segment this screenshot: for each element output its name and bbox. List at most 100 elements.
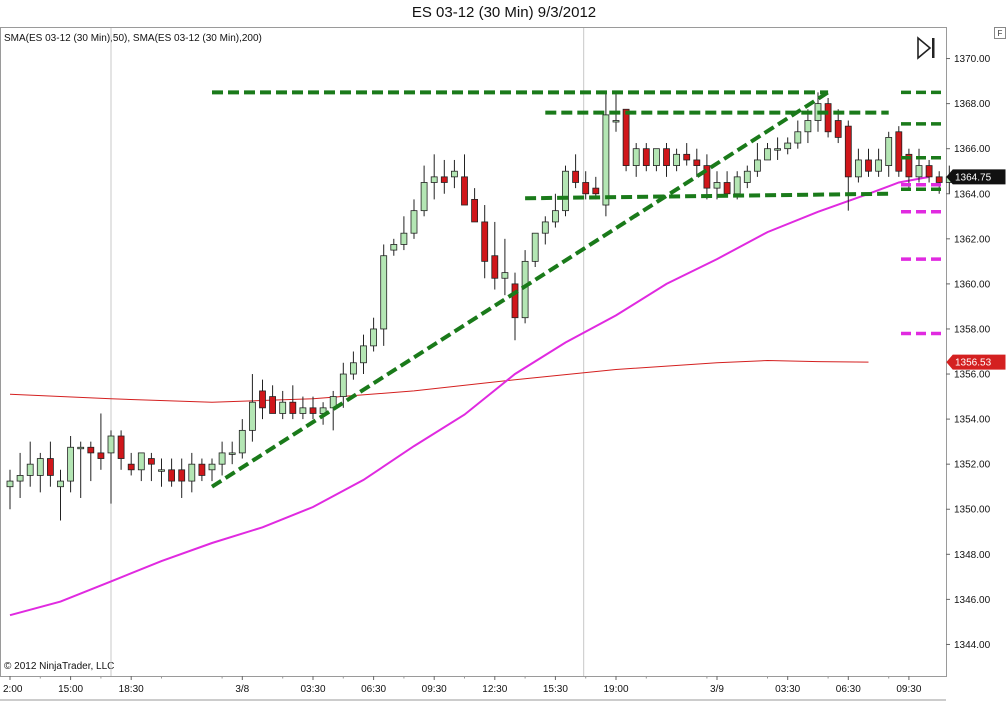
y-tick-label: 1348.00 bbox=[954, 550, 991, 561]
candle bbox=[653, 148, 660, 172]
candle-body bbox=[107, 435, 115, 454]
candle-body bbox=[834, 120, 842, 138]
gridlines bbox=[110, 27, 585, 676]
candle-body bbox=[562, 170, 569, 212]
candle bbox=[824, 97, 832, 138]
candle bbox=[693, 148, 701, 177]
candle bbox=[471, 188, 479, 223]
candle bbox=[420, 165, 428, 217]
x-tick-label: 15:30 bbox=[543, 684, 568, 695]
candle bbox=[57, 469, 64, 521]
candle-body bbox=[541, 221, 549, 234]
candle bbox=[461, 154, 468, 206]
candle-body bbox=[784, 142, 792, 150]
candle-body bbox=[77, 446, 85, 450]
x-axis: 2:00 15:00 18:30 3/8 03:30 06:30 09:30 12:30 15:… bbox=[3, 676, 922, 695]
y-tick-label: 1366.00 bbox=[954, 144, 991, 155]
sma50-line bbox=[9, 175, 930, 617]
candle bbox=[380, 244, 388, 346]
candle-body bbox=[632, 148, 640, 166]
candle-body bbox=[885, 137, 893, 166]
x-tick-label: 3/9 bbox=[710, 684, 724, 695]
candle bbox=[683, 143, 691, 166]
candle bbox=[794, 120, 802, 149]
x-tick-label: 2:00 bbox=[3, 684, 23, 695]
candle bbox=[178, 458, 186, 498]
candle-body bbox=[915, 165, 923, 178]
candle-body bbox=[410, 210, 418, 234]
candle-body bbox=[572, 170, 579, 183]
y-tick-label: 1350.00 bbox=[954, 505, 991, 516]
y-tick-label: 1358.00 bbox=[954, 324, 991, 335]
candle-body bbox=[208, 463, 216, 471]
candle-body bbox=[228, 452, 236, 455]
candle bbox=[158, 458, 165, 487]
x-tick-label: 06:30 bbox=[836, 684, 861, 695]
candle bbox=[6, 469, 14, 510]
candle bbox=[218, 441, 226, 476]
price-tag: 1356.53 bbox=[946, 354, 1006, 370]
candle-body bbox=[309, 407, 317, 414]
candle-body bbox=[47, 458, 54, 476]
candle-body bbox=[865, 159, 872, 172]
candle-body bbox=[450, 170, 458, 178]
y-tick-label: 1370.00 bbox=[954, 54, 991, 65]
candle-body bbox=[390, 244, 398, 251]
candle bbox=[238, 419, 246, 459]
candle bbox=[107, 430, 115, 504]
candle-body bbox=[531, 232, 539, 262]
candle bbox=[552, 193, 559, 228]
candle bbox=[26, 441, 34, 487]
candle bbox=[703, 154, 711, 200]
candle bbox=[875, 148, 882, 177]
candle bbox=[430, 154, 438, 200]
x-tick-label: 18:30 bbox=[119, 684, 144, 695]
candle-body bbox=[552, 210, 559, 223]
copyright-notice: © 2012 NinjaTrader, LLC bbox=[4, 661, 115, 672]
candle bbox=[622, 108, 630, 172]
candle bbox=[774, 137, 781, 160]
f-button[interactable]: F bbox=[994, 27, 1006, 39]
candle bbox=[865, 148, 872, 177]
candle bbox=[905, 148, 913, 189]
candle-body bbox=[743, 170, 751, 183]
candle-body bbox=[147, 458, 155, 465]
candle-body bbox=[612, 120, 620, 123]
trendline bbox=[525, 191, 889, 201]
candle bbox=[572, 154, 579, 189]
candle-body bbox=[895, 131, 903, 172]
y-axis: 1370.00 1368.00 1366.00 1364.00 1362.00 1360.… bbox=[946, 54, 991, 651]
candle bbox=[370, 317, 378, 352]
candle-body bbox=[87, 446, 95, 454]
candle bbox=[632, 143, 640, 177]
indicator-label: SMA(ES 03-12 (30 Min),50), SMA(ES 03-12 … bbox=[4, 33, 262, 44]
candle-body bbox=[360, 345, 367, 364]
candle-body bbox=[269, 396, 277, 414]
y-tick-label: 1362.00 bbox=[954, 234, 991, 245]
y-tick-label: 1364.00 bbox=[954, 189, 991, 200]
candle-body bbox=[673, 153, 680, 166]
candle bbox=[541, 216, 549, 245]
candle bbox=[299, 396, 307, 420]
candle bbox=[36, 452, 44, 493]
candle-body bbox=[248, 401, 256, 431]
candle bbox=[198, 458, 206, 482]
candle bbox=[663, 143, 670, 177]
candle-body bbox=[491, 255, 499, 279]
candle-body bbox=[349, 362, 357, 375]
candle bbox=[481, 205, 489, 279]
candle bbox=[531, 232, 539, 267]
y-tick-label: 1346.00 bbox=[954, 595, 991, 606]
scroll-to-end-button[interactable] bbox=[912, 35, 942, 61]
candle bbox=[47, 441, 54, 487]
candle bbox=[168, 458, 176, 487]
candle bbox=[895, 126, 903, 177]
candle bbox=[117, 430, 125, 470]
x-tick-label: 15:00 bbox=[58, 684, 83, 695]
x-tick-label: 12:30 bbox=[482, 684, 507, 695]
candle-body bbox=[178, 469, 186, 482]
candle-body bbox=[824, 103, 832, 133]
x-tick-label: 06:30 bbox=[361, 684, 386, 695]
moving-averages bbox=[9, 175, 930, 617]
candle-body bbox=[97, 452, 105, 459]
